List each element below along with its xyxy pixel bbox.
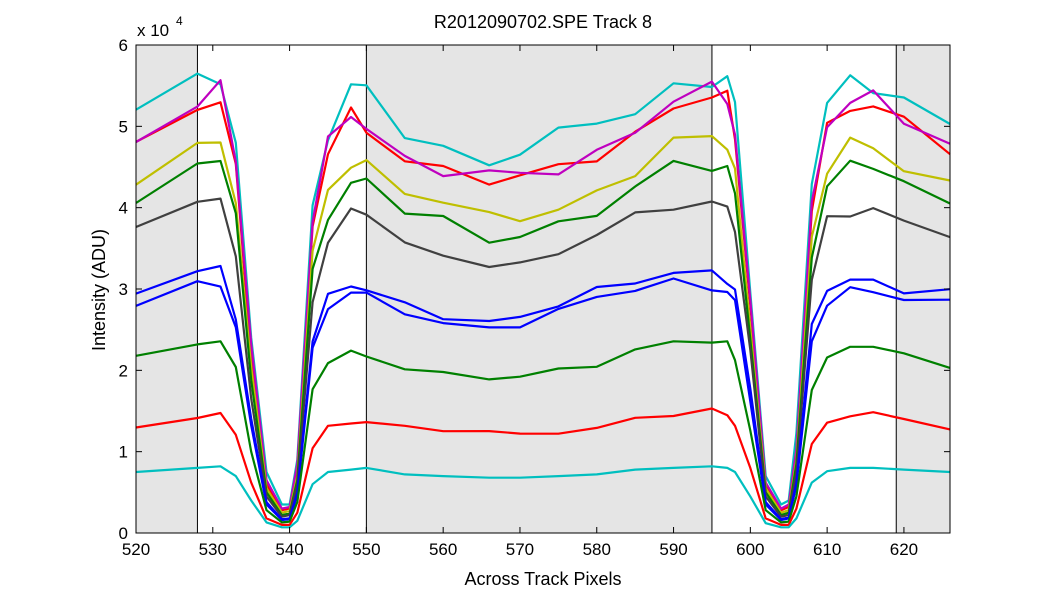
shaded-region-0 bbox=[136, 45, 198, 533]
x-tick-label: 600 bbox=[736, 540, 764, 559]
x-tick-label: 520 bbox=[122, 540, 150, 559]
axis-ticks: 520 530 540 550 560 570 580 590 600 610 620 0 1 2 3 4 5 6 bbox=[119, 36, 950, 559]
x-tick-label: 530 bbox=[199, 540, 227, 559]
x-tick-label: 570 bbox=[506, 540, 534, 559]
y-tick-label: 1 bbox=[119, 443, 128, 462]
y-multiplier-exponent: 4 bbox=[176, 14, 183, 28]
y-tick-label: 4 bbox=[119, 199, 128, 218]
x-axis-label: Across Track Pixels bbox=[464, 569, 621, 589]
x-tick-label: 590 bbox=[659, 540, 687, 559]
y-tick-label: 2 bbox=[119, 361, 128, 380]
y-axis-label: Intensity (ADU) bbox=[89, 229, 109, 351]
series-line-dark-gray bbox=[135, 197, 951, 518]
shaded-region-1 bbox=[366, 45, 712, 533]
x-tick-label: 580 bbox=[583, 540, 611, 559]
x-tick-label: 620 bbox=[890, 540, 918, 559]
x-tick-label: 550 bbox=[352, 540, 380, 559]
y-tick-label: 6 bbox=[119, 36, 128, 55]
series-line-red-bottom bbox=[135, 407, 951, 527]
y-tick-label: 5 bbox=[119, 117, 128, 136]
x-tick-label: 560 bbox=[429, 540, 457, 559]
shaded-regions bbox=[136, 45, 950, 533]
chart-title: R2012090702.SPE Track 8 bbox=[434, 12, 652, 32]
y-multiplier-label: x 10 bbox=[137, 21, 169, 40]
y-tick-label: 0 bbox=[119, 524, 128, 543]
series-line-green-2 bbox=[135, 340, 951, 524]
x-tick-label: 610 bbox=[813, 540, 841, 559]
y-tick-label: 3 bbox=[119, 280, 128, 299]
series-line-magenta bbox=[135, 79, 951, 510]
series-line-cyan-bottom bbox=[135, 465, 951, 529]
x-tick-label: 540 bbox=[275, 540, 303, 559]
series-group bbox=[135, 72, 951, 529]
series-line-blue-2 bbox=[135, 277, 951, 522]
